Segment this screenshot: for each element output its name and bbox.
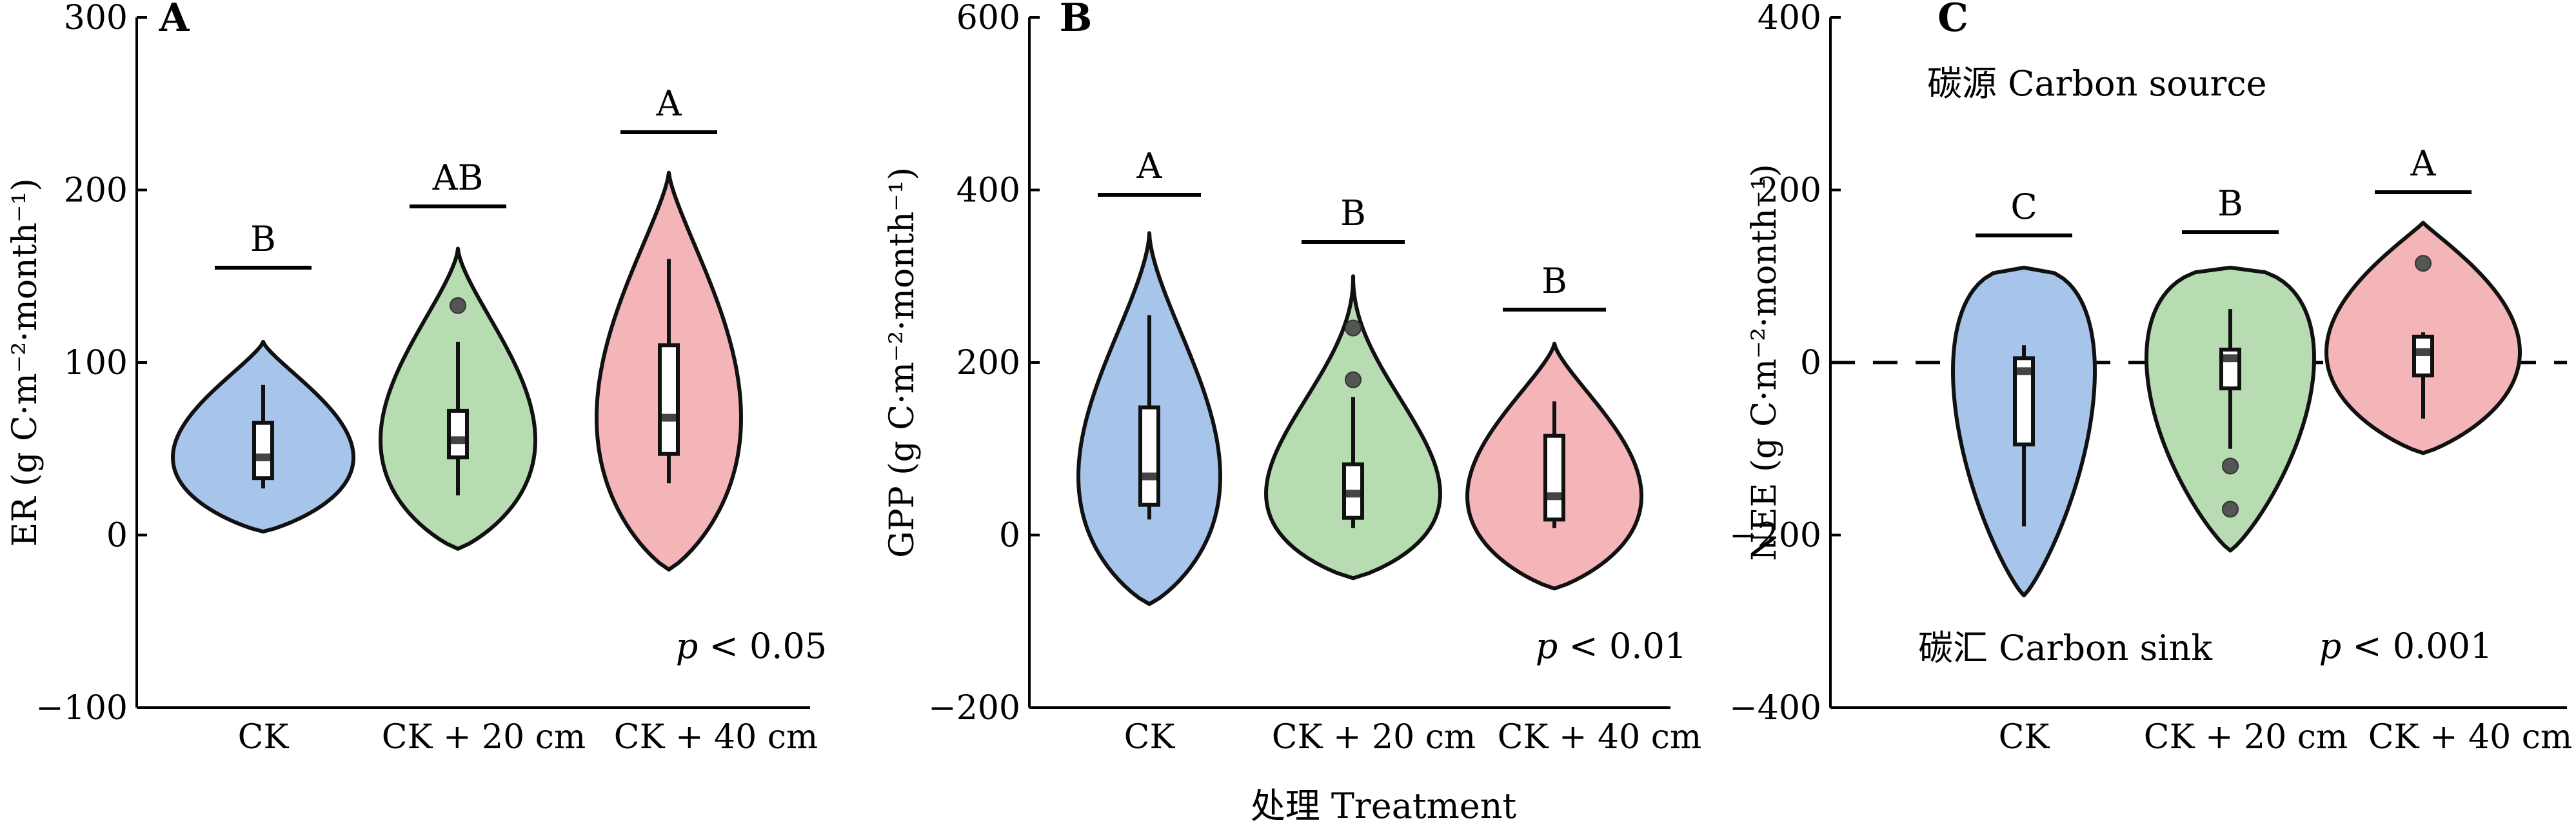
y-tick-label: 400 — [1758, 0, 1821, 37]
x-tick-label: CK + 20 cm — [1272, 718, 1476, 757]
x-tick-label: CK + 20 cm — [2144, 718, 2348, 757]
iqr-box — [252, 421, 274, 481]
carbon-source-label: 碳源 Carbon source — [1927, 63, 2267, 104]
median-marker — [2416, 348, 2430, 356]
panel-letter: B — [1060, 0, 1093, 41]
panel-c: −400 −200 0 200 400 NEE (g C·m⁻²·month⁻¹) C C CK… — [1729, 0, 2572, 757]
iqr-box — [2412, 334, 2434, 378]
iqr-box — [658, 343, 680, 456]
y-tick-label: 400 — [956, 172, 1020, 210]
panel-b: −200 0 200 400 600 GPP (g C·m⁻²·month⁻¹) B A CK B… — [883, 0, 1701, 757]
panel-letter: A — [159, 0, 190, 41]
median-marker — [1547, 492, 1561, 501]
y-tick-label: 100 — [64, 344, 128, 383]
y-tick-label: 200 — [956, 344, 1020, 383]
x-tick-label: CK + 40 cm — [2368, 718, 2572, 757]
p-value: p < 0.05 — [676, 626, 827, 666]
median-marker — [662, 413, 676, 422]
significance-letter: B — [1541, 261, 1567, 301]
median-marker — [451, 436, 465, 444]
median-marker — [2223, 354, 2237, 363]
y-tick-label: 200 — [64, 172, 128, 210]
carbon-sink-label: 碳汇 Carbon sink — [1918, 628, 2213, 668]
significance-letter: A — [656, 83, 682, 124]
x-tick-label: CK + 20 cm — [382, 718, 586, 757]
significance-letter: A — [1136, 146, 1163, 186]
x-tick-label: CK + 40 cm — [614, 718, 818, 757]
x-tick-label: CK — [1124, 718, 1176, 757]
y-tick-label: 200 — [1758, 172, 1821, 210]
y-axis-title: GPP (g C·m⁻²·month⁻¹) — [883, 167, 922, 558]
significance-letter: A — [2410, 143, 2437, 184]
median-marker — [1346, 490, 1360, 498]
y-tick-label: −200 — [928, 689, 1020, 728]
median-marker — [1142, 472, 1156, 481]
iqr-box — [1543, 433, 1565, 522]
x-tick-label: CK — [238, 718, 290, 757]
y-axis-title: NEE (g C·m⁻²·month⁻¹) — [1745, 164, 1784, 561]
outlier-point — [2222, 501, 2239, 518]
outlier-point — [1345, 371, 1362, 388]
outlier-point — [2415, 255, 2432, 272]
y-tick-label: 600 — [956, 0, 1020, 37]
y-tick-label: −400 — [1729, 689, 1821, 728]
significance-letter: C — [2010, 186, 2037, 227]
panel-letter: C — [1937, 0, 1968, 41]
y-tick-label: 0 — [999, 517, 1020, 555]
y-tick-label: −100 — [35, 689, 128, 728]
median-marker — [256, 453, 270, 462]
significance-letter: B — [250, 219, 276, 259]
x-axis-title: 处理 Treatment — [1251, 786, 1517, 825]
x-tick-label: CK + 40 cm — [1498, 718, 1701, 757]
iqr-box — [447, 408, 469, 460]
y-tick-label: 0 — [1800, 344, 1821, 383]
y-tick-label: 300 — [64, 0, 128, 37]
outlier-point — [1345, 319, 1362, 337]
iqr-box — [1138, 405, 1160, 507]
x-tick-label: CK — [1999, 718, 2050, 757]
significance-letter: B — [1340, 193, 1366, 234]
y-axis-title: ER (g C·m⁻²·month⁻¹) — [6, 178, 45, 546]
significance-letter: AB — [432, 157, 484, 198]
p-value: p < 0.01 — [1536, 626, 1687, 666]
median-marker — [2017, 367, 2031, 375]
outlier-point — [2222, 457, 2239, 475]
significance-letter: B — [2217, 183, 2243, 224]
y-tick-label: 0 — [106, 517, 128, 555]
p-value: p < 0.001 — [2319, 626, 2493, 666]
outlier-point — [450, 297, 466, 314]
y-tick-label: −200 — [1729, 517, 1821, 555]
